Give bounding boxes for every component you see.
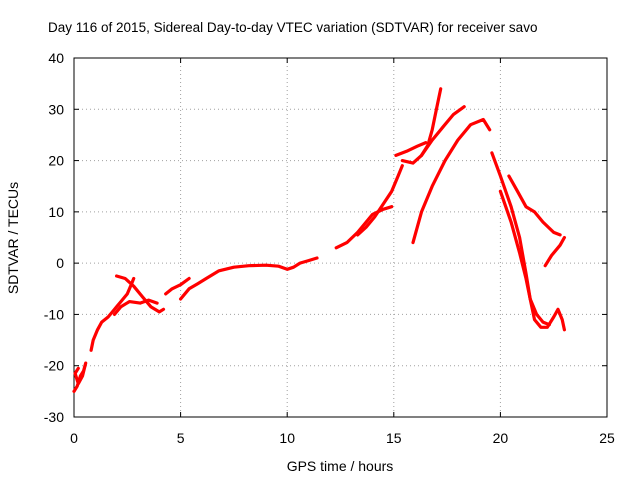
y-axis-label: SDTVAR / TECUs [5, 182, 21, 294]
y-tick-label: -10 [44, 306, 64, 322]
grid-lines [74, 58, 607, 417]
series-arc-2 [89, 276, 136, 352]
series-arc-11 [419, 105, 466, 157]
y-tick-label: -30 [44, 409, 64, 425]
plot-frame [73, 57, 608, 418]
x-tick-label: 20 [493, 430, 509, 446]
series-arc-16 [543, 235, 567, 268]
series-arc-4 [114, 274, 166, 314]
axis-ticks: 0 5 10 15 20 25 -30 -20 -10 0 10 20 30 40 [44, 50, 615, 446]
series-arc-8 [356, 164, 404, 237]
y-tick-label: 20 [48, 153, 64, 169]
series-arc-1 [72, 361, 88, 393]
chart-title: Day 116 of 2015, Sidereal Day-to-day VTE… [48, 20, 537, 35]
y-tick-label: -20 [44, 358, 64, 374]
y-tick-label: 40 [48, 50, 64, 66]
series-arc-7 [334, 205, 394, 250]
x-tick-label: 10 [279, 430, 295, 446]
y-tick-label: 30 [48, 101, 64, 117]
x-tick-label: 15 [386, 430, 402, 446]
series-arc-3 [112, 298, 159, 316]
data-series [72, 87, 567, 393]
x-tick-label: 25 [599, 430, 615, 446]
series-arc-15 [507, 174, 562, 237]
y-tick-label: 0 [56, 255, 64, 271]
series-arc-9 [394, 141, 428, 157]
series-arc-5 [164, 276, 191, 296]
y-tick-label: 10 [48, 204, 64, 220]
series-arc-14 [498, 189, 552, 327]
series-arc-12 [411, 117, 492, 245]
x-axis-label: GPS time / hours [287, 458, 394, 474]
series-arc-13 [490, 151, 567, 332]
x-tick-label: 0 [70, 430, 78, 446]
x-tick-label: 5 [177, 430, 185, 446]
series-arc-6 [179, 256, 319, 301]
